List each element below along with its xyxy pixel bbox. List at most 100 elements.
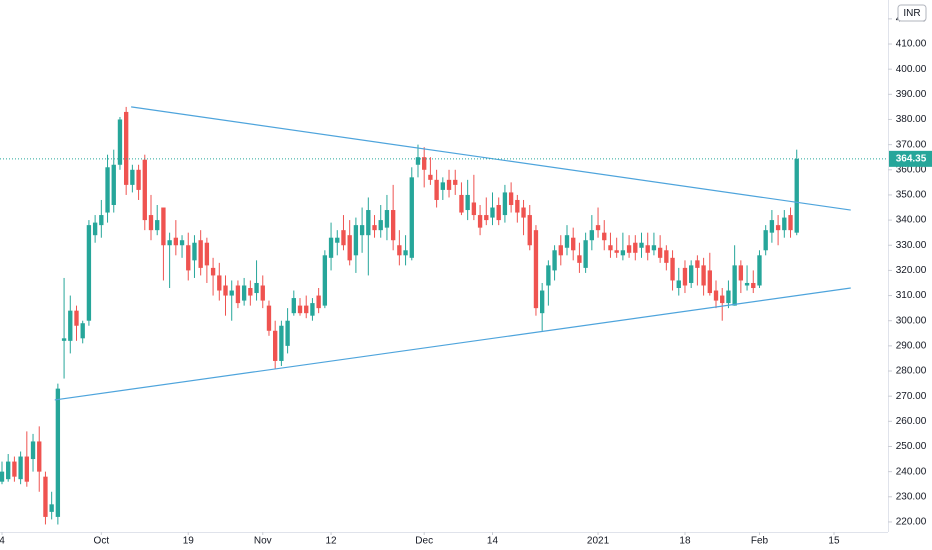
y-tick-label: 360.00	[896, 164, 927, 175]
y-tick-label: 340.00	[896, 215, 927, 226]
candle-body	[738, 265, 744, 281]
candle-body	[0, 471, 5, 482]
candle-body	[564, 235, 570, 248]
y-tick-label: 290.00	[896, 341, 927, 352]
candle-body	[322, 255, 328, 306]
candle-body	[620, 250, 626, 256]
candle-body	[273, 330, 278, 361]
candle-body	[285, 320, 290, 346]
candle-body	[105, 167, 110, 213]
last-price-label: 364.35	[896, 153, 927, 164]
candle-body	[589, 230, 595, 241]
candle-body	[533, 230, 539, 309]
candle-body	[546, 265, 551, 286]
candle-body	[726, 290, 731, 304]
candle-body	[751, 282, 756, 289]
candle-body	[695, 260, 700, 268]
y-tick-label: 230.00	[896, 491, 927, 502]
candle-body	[602, 232, 607, 241]
candle-body	[558, 245, 563, 256]
candle-body	[477, 215, 483, 228]
x-tick-label: 19	[183, 536, 195, 547]
candle-body	[794, 158, 799, 233]
candle-body	[297, 305, 303, 314]
candle-body	[608, 245, 613, 251]
candle-body	[471, 202, 477, 216]
candle-body	[291, 298, 296, 314]
candle-body	[508, 192, 514, 206]
candle-body	[235, 285, 241, 304]
candle-body	[496, 205, 501, 221]
candle-body	[117, 119, 123, 165]
x-tick-label: 18	[679, 536, 691, 547]
candle-body	[459, 194, 464, 213]
candle-body	[12, 461, 17, 477]
candle-body	[260, 285, 265, 301]
candle-body	[6, 461, 11, 480]
candle-body	[769, 220, 775, 233]
candle-body	[61, 338, 67, 341]
candle-body	[80, 323, 85, 339]
x-tick-label: 15	[828, 536, 840, 547]
y-tick-label: 300.00	[896, 315, 927, 326]
candle-body	[676, 280, 681, 289]
candle-body	[92, 222, 98, 236]
candle-body	[422, 157, 427, 170]
candle-body	[645, 245, 650, 253]
candle-body	[43, 476, 48, 517]
candle-body	[707, 270, 712, 294]
candle-body	[74, 310, 79, 326]
y-tick-label: 410.00	[896, 39, 927, 50]
candle-body	[254, 282, 259, 294]
candle-body	[484, 215, 489, 221]
x-tick-label: 2021	[587, 536, 610, 547]
candle-body	[335, 237, 340, 243]
candle-body	[720, 295, 725, 304]
candle-body	[366, 210, 371, 236]
candle-body	[682, 267, 688, 286]
candle-body	[248, 288, 253, 296]
x-tick-label: Dec	[415, 536, 433, 547]
candle-body	[378, 220, 383, 231]
x-tick-label: Oct	[94, 536, 110, 547]
candle-body	[577, 255, 582, 263]
candle-body	[148, 215, 154, 231]
y-tick-label: 380.00	[896, 114, 927, 125]
candle-body	[397, 245, 402, 256]
candle-body	[651, 245, 657, 251]
candle-body	[18, 456, 23, 480]
candle-body	[328, 237, 334, 258]
candle-body	[490, 207, 495, 218]
candle-body	[186, 245, 191, 271]
candle-body	[595, 225, 601, 231]
candle-body	[68, 310, 73, 341]
candle-body	[192, 242, 197, 261]
candle-body	[527, 215, 532, 246]
y-tick-label: 390.00	[896, 89, 927, 100]
candle-body	[788, 215, 793, 231]
y-tick-label: 370.00	[896, 139, 927, 150]
candle-body	[434, 179, 439, 200]
candle-body	[55, 388, 61, 517]
candle-body	[173, 237, 179, 246]
candle-body	[111, 164, 116, 206]
candle-body	[130, 169, 135, 185]
candle-body	[409, 177, 414, 258]
currency-badge	[897, 4, 927, 22]
candle-body	[633, 242, 638, 253]
candle-body	[241, 285, 247, 301]
candle-body	[229, 290, 234, 296]
candle-body	[372, 225, 377, 231]
candle-body	[583, 240, 588, 268]
y-tick-label: 330.00	[896, 240, 927, 251]
candle-body	[775, 225, 781, 231]
candle-body	[732, 265, 737, 306]
candle-body	[316, 295, 321, 309]
candle-body	[571, 237, 576, 251]
candle-body	[713, 290, 719, 301]
y-tick-label: 240.00	[896, 466, 927, 477]
candle-body	[390, 210, 396, 241]
candle-body	[689, 265, 694, 283]
candle-body	[49, 504, 54, 512]
